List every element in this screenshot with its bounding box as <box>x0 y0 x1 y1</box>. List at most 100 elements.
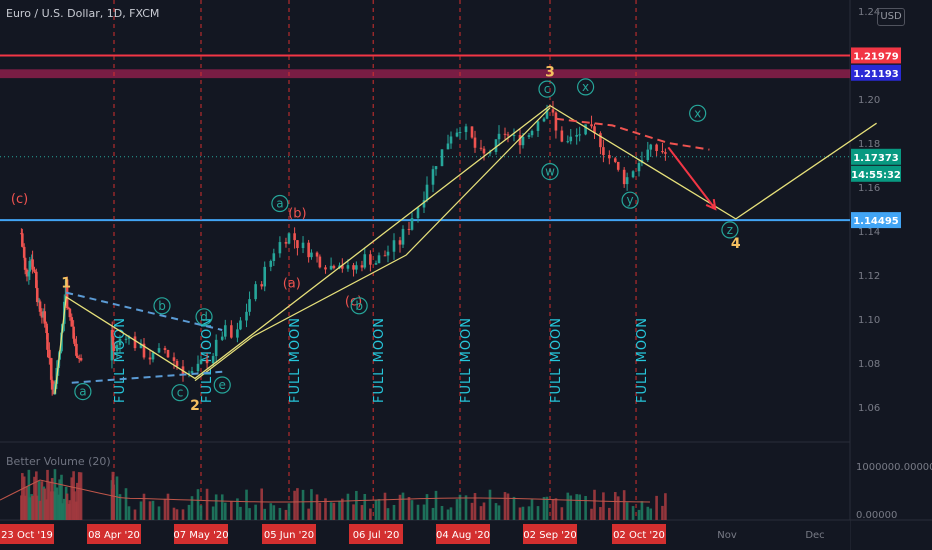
candle-body <box>220 336 224 340</box>
candle-body <box>374 263 378 265</box>
volume-bar <box>482 502 486 520</box>
volume-bar <box>352 504 355 520</box>
candle-body <box>425 184 429 201</box>
volume-bar <box>46 469 49 520</box>
volume-bar <box>622 490 626 520</box>
candle-body <box>608 155 611 159</box>
candle-body <box>599 133 602 148</box>
volume-bar <box>263 508 267 520</box>
volume-bar <box>578 494 581 520</box>
wave-letter: x <box>582 80 589 94</box>
volume-bar <box>470 502 474 520</box>
wave-label-circle: b <box>350 297 368 315</box>
volume-bar <box>518 507 522 520</box>
volume-bar <box>315 494 319 520</box>
volume-bar <box>625 502 629 520</box>
volume-bar <box>318 502 322 520</box>
price-badge: 1.21193 <box>851 64 901 81</box>
volume-bar <box>293 490 296 520</box>
candle-body <box>43 311 47 324</box>
candle-body <box>111 341 115 346</box>
candle-body <box>661 150 664 153</box>
price-tick-label: 1.14 <box>858 227 880 238</box>
time-axis-label: 02 Oct '20 <box>612 524 666 544</box>
volume-bar <box>287 503 291 520</box>
candle-body <box>449 136 453 144</box>
volume-bar <box>223 502 227 520</box>
volume-bar <box>50 478 54 520</box>
wave-circle <box>538 80 556 98</box>
volume-bar <box>512 496 516 520</box>
volume-bar <box>157 506 161 520</box>
candle-body <box>369 254 372 265</box>
candle-body <box>307 242 310 258</box>
currency-badge[interactable]: USD <box>877 8 905 26</box>
volume-bar <box>473 493 477 520</box>
candle-body <box>139 343 143 349</box>
volume-bar <box>613 492 617 520</box>
candle-body <box>50 379 54 390</box>
wave-circle <box>213 376 231 394</box>
volume-bar <box>425 494 429 520</box>
volume-bar <box>560 507 564 520</box>
time-axis-label: Dec <box>805 530 824 541</box>
volume-bar <box>536 506 540 520</box>
volume-bar <box>464 495 468 520</box>
volume-bar <box>416 504 420 520</box>
candle-body <box>31 259 34 270</box>
volume-bar <box>377 499 381 520</box>
candle-body <box>245 311 248 321</box>
candle-body <box>655 144 658 151</box>
candle-body <box>646 149 650 161</box>
candle-body <box>464 126 468 133</box>
volume-axis-label: 1000000.00000 <box>856 462 932 473</box>
time-label-bg <box>87 524 141 544</box>
candle-body <box>434 166 438 170</box>
wave-circle <box>74 383 92 401</box>
candle-body <box>363 254 367 268</box>
time-axis-label: 02 Sep '20 <box>523 524 577 544</box>
time-axis-label: 04 Aug '20 <box>436 524 490 544</box>
price-tick-label: 1.06 <box>858 403 880 414</box>
volume-bar <box>21 473 24 520</box>
candle-body <box>205 359 209 364</box>
volume-bar <box>494 503 498 520</box>
volume-bar <box>239 506 242 520</box>
candle-body <box>551 109 555 113</box>
volume-bar <box>584 495 587 520</box>
candle-body <box>260 284 263 287</box>
volume-bar <box>355 490 358 520</box>
candle-body <box>664 152 667 154</box>
price-tick-label: 1.10 <box>858 315 880 326</box>
volume-bar <box>23 495 27 520</box>
volume-bar <box>488 489 492 520</box>
volume-bar <box>640 501 644 520</box>
candle-body <box>22 246 26 258</box>
price-badge: 14:55:32 <box>851 165 901 182</box>
wave-number: 1 <box>61 276 71 292</box>
candle-body <box>214 339 218 357</box>
candle-body <box>398 240 402 245</box>
candle-body <box>112 345 116 352</box>
candle-body <box>172 357 176 361</box>
volume-bar <box>392 504 396 520</box>
volume-bar <box>199 505 203 520</box>
full-moon-label: FULL MOON <box>113 317 128 403</box>
candle-body <box>527 135 531 137</box>
volume-bar <box>142 493 146 520</box>
volume-bar <box>551 498 555 520</box>
wave-number: 4 <box>731 236 741 252</box>
candle-body <box>332 265 336 269</box>
wave-letter: x <box>694 106 701 120</box>
wave-letter: b <box>355 299 363 313</box>
volume-bar <box>446 509 450 520</box>
candle-body <box>75 343 78 356</box>
volume-bar <box>332 502 336 520</box>
candle-body <box>293 233 296 241</box>
volume-bar <box>458 494 462 520</box>
wave-letter: a <box>79 385 86 399</box>
wave-circle <box>721 221 739 239</box>
candle-body <box>163 348 167 351</box>
wave-circle <box>621 191 639 209</box>
